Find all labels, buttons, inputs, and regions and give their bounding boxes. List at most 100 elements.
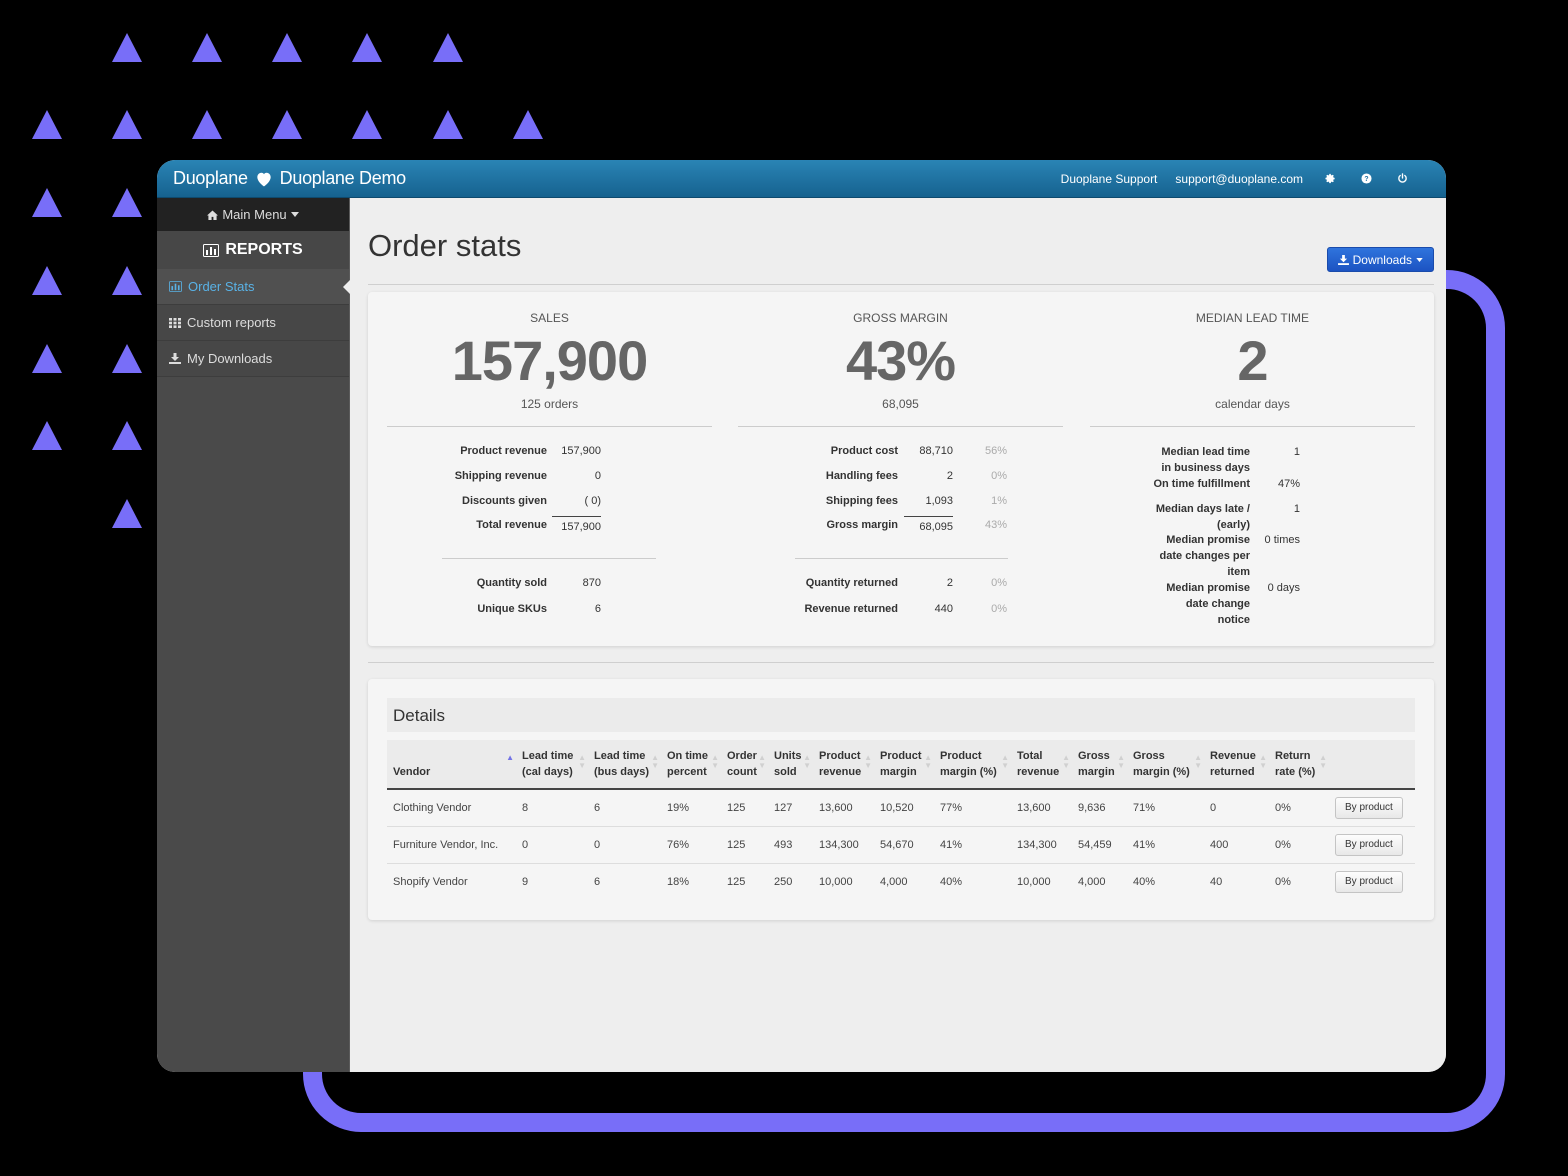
app-window: Duoplane Duoplane Demo Duoplane Support … (157, 160, 1446, 1072)
brand-name: Duoplane (173, 168, 248, 188)
stat-row: Total revenue (476, 519, 547, 531)
cell: 77% (934, 789, 1011, 827)
sort-icon: ▲ ▼ (924, 753, 932, 770)
details-table: Vendor ▲ Lead time (cal days) ▲ ▼ Lead time(… (387, 740, 1415, 900)
stat-value: 0 days (1267, 582, 1300, 594)
cell: 0% (1269, 826, 1329, 864)
main-menu-button[interactable]: Main Menu (157, 198, 349, 231)
cell: 18% (667, 875, 690, 888)
lead-time-breakdown: Median lead time in business days 1 On t… (1090, 292, 1415, 646)
cell: 8 (516, 789, 588, 827)
cell: 4,000 (1078, 875, 1106, 888)
downloads-dropdown-button[interactable]: Downloads (1326, 247, 1434, 272)
cell: 19% (661, 789, 721, 827)
triangle-icon (112, 421, 142, 450)
stat-row: Quantity sold (476, 577, 547, 589)
lead-time-label: MEDIAN LEAD TIME (1195, 311, 1310, 325)
by-product-button[interactable]: By product (1335, 796, 1403, 819)
sort-icon: ▲ ▼ (1001, 753, 1009, 770)
stat-value: 1,093 (925, 495, 953, 507)
heart-icon (257, 172, 271, 186)
sidebar-item-label: Order Stats (188, 279, 255, 294)
brand[interactable]: Duoplane Duoplane Demo (157, 168, 406, 189)
triangle-icon (32, 188, 62, 217)
page-title: Order stats (368, 228, 522, 263)
by-product-button[interactable]: By product (1335, 833, 1403, 856)
cell-vendor: Clothing Vendor (387, 789, 516, 827)
column-header-total-revenue[interactable]: Total revenue ▲ ▼ (1011, 740, 1072, 790)
sort-icon: ▲ ▼ (1319, 753, 1327, 770)
column-header-product-revenue[interactable]: Product revenue ▲ ▼ (813, 740, 874, 790)
reports-section-header: REPORTS (157, 231, 349, 269)
help-button[interactable]: ? (1348, 173, 1384, 184)
stat-value: 0 (594, 470, 601, 482)
stat-row: Median promise date changes per item (1090, 532, 1250, 580)
stat-percent: 1% (991, 495, 1007, 507)
table-header-row: Vendor ▲ Lead time (cal days) ▲ ▼ Lead time(… (387, 740, 1415, 790)
column-header-order-count[interactable]: Order count ▲ ▼ (721, 740, 768, 790)
stat-value: 6 (594, 603, 601, 615)
stat-row: Discounts given (462, 495, 547, 507)
stat-value: 0 times (1264, 534, 1300, 546)
stat-label-line: date changes per (1159, 550, 1250, 562)
column-header-units-sold[interactable]: Units sold ▲ ▼ (768, 740, 813, 790)
stat-row: Median promise date change notice (1090, 580, 1250, 628)
details-title: Details (387, 698, 1415, 732)
column-header-vendor[interactable]: Vendor ▲ (387, 740, 516, 790)
caret-down-icon (290, 212, 299, 217)
triangle-icon (272, 110, 302, 139)
cell: 10,000 (1017, 875, 1051, 888)
cell: 125 (721, 826, 768, 864)
main-content: Order stats Downloads SALES 157,900 125 … (350, 198, 1446, 1072)
cell: 250 (774, 875, 793, 888)
cell: 76% (661, 826, 721, 864)
sidebar-item-my-downloads[interactable]: My Downloads (157, 341, 349, 377)
email-link[interactable]: support@duoplane.com (1175, 171, 1303, 186)
stat-label-line: date change (1185, 598, 1250, 610)
column-header-lead-time-cal[interactable]: Lead time (cal days) ▲ ▼ (516, 740, 588, 790)
sales-stat: SALES 157,900 125 orders Product revenue… (387, 292, 712, 646)
by-product-button[interactable]: By product (1335, 870, 1403, 893)
sidebar-item-order-stats[interactable]: Order Stats (157, 269, 350, 305)
column-header-revenue-returned[interactable]: Revenue returned ▲ ▼ (1204, 740, 1269, 790)
sort-icon: ▲ ▼ (711, 753, 719, 770)
triangle-icon (513, 110, 543, 139)
total-rule (904, 516, 953, 517)
divider (795, 558, 1008, 559)
triangle-icon (32, 110, 62, 139)
gross-margin-value: 43% (845, 329, 956, 392)
cell-vendor: Furniture Vendor, Inc. (387, 826, 516, 864)
cell: 0 (516, 826, 588, 864)
sales-breakdown: Product revenue 157,900 Shipping revenue… (387, 292, 712, 646)
triangle-icon (112, 266, 142, 295)
sort-icon: ▲ ▼ (651, 753, 659, 770)
triangle-icon (192, 110, 222, 139)
column-header-product-margin[interactable]: Product margin ▲ ▼ (874, 740, 934, 790)
column-header-gross-margin[interactable]: Gross margin ▲ ▼ (1072, 740, 1127, 790)
sort-icon: ▲ ▼ (864, 753, 872, 770)
cell: 125 (727, 875, 746, 888)
column-header-lead-time-bus[interactable]: Lead time (bus days) ▲ ▼ (588, 740, 661, 790)
column-header-product-margin-pct[interactable]: Product margin (%) ▲ ▼ (934, 740, 1011, 790)
divider (387, 426, 712, 427)
logout-button[interactable] (1384, 173, 1420, 184)
cell: 10,520 (874, 789, 934, 827)
divider (1090, 426, 1415, 427)
cell: 493 (768, 826, 813, 864)
stat-value: 157,900 (561, 521, 601, 533)
cell-vendor: Shopify Vendor (393, 875, 468, 888)
triangle-icon (433, 33, 463, 62)
divider (368, 662, 1434, 663)
column-header-on-time[interactable]: On time percent ▲ ▼ (661, 740, 721, 790)
stat-row: Shipping revenue (454, 470, 547, 482)
settings-button[interactable] (1312, 173, 1348, 184)
support-link[interactable]: Duoplane Support (1060, 171, 1158, 186)
stat-value: ( 0) (584, 495, 602, 507)
sidebar-item-custom-reports[interactable]: Custom reports (157, 305, 349, 341)
stat-value: 870 (582, 577, 601, 589)
column-header-return-rate[interactable]: Return rate (%) ▲ ▼ (1269, 740, 1329, 790)
lead-time-value: 2 (1237, 329, 1268, 392)
column-header-gross-margin-pct[interactable]: Gross margin (%) ▲ ▼ (1127, 740, 1204, 790)
stat-value: 47% (1277, 478, 1300, 490)
bar-chart-icon (169, 281, 182, 292)
